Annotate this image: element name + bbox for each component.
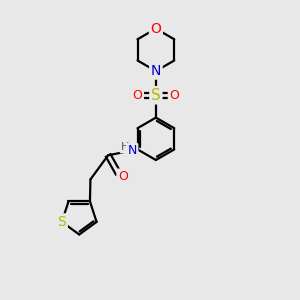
Text: O: O <box>151 22 161 36</box>
Text: O: O <box>133 89 142 102</box>
Text: S: S <box>151 88 161 103</box>
Text: N: N <box>151 64 161 78</box>
Text: S: S <box>58 215 66 229</box>
Text: H: H <box>121 142 129 152</box>
Text: O: O <box>118 170 128 183</box>
Text: N: N <box>128 144 137 158</box>
Text: O: O <box>169 89 179 102</box>
